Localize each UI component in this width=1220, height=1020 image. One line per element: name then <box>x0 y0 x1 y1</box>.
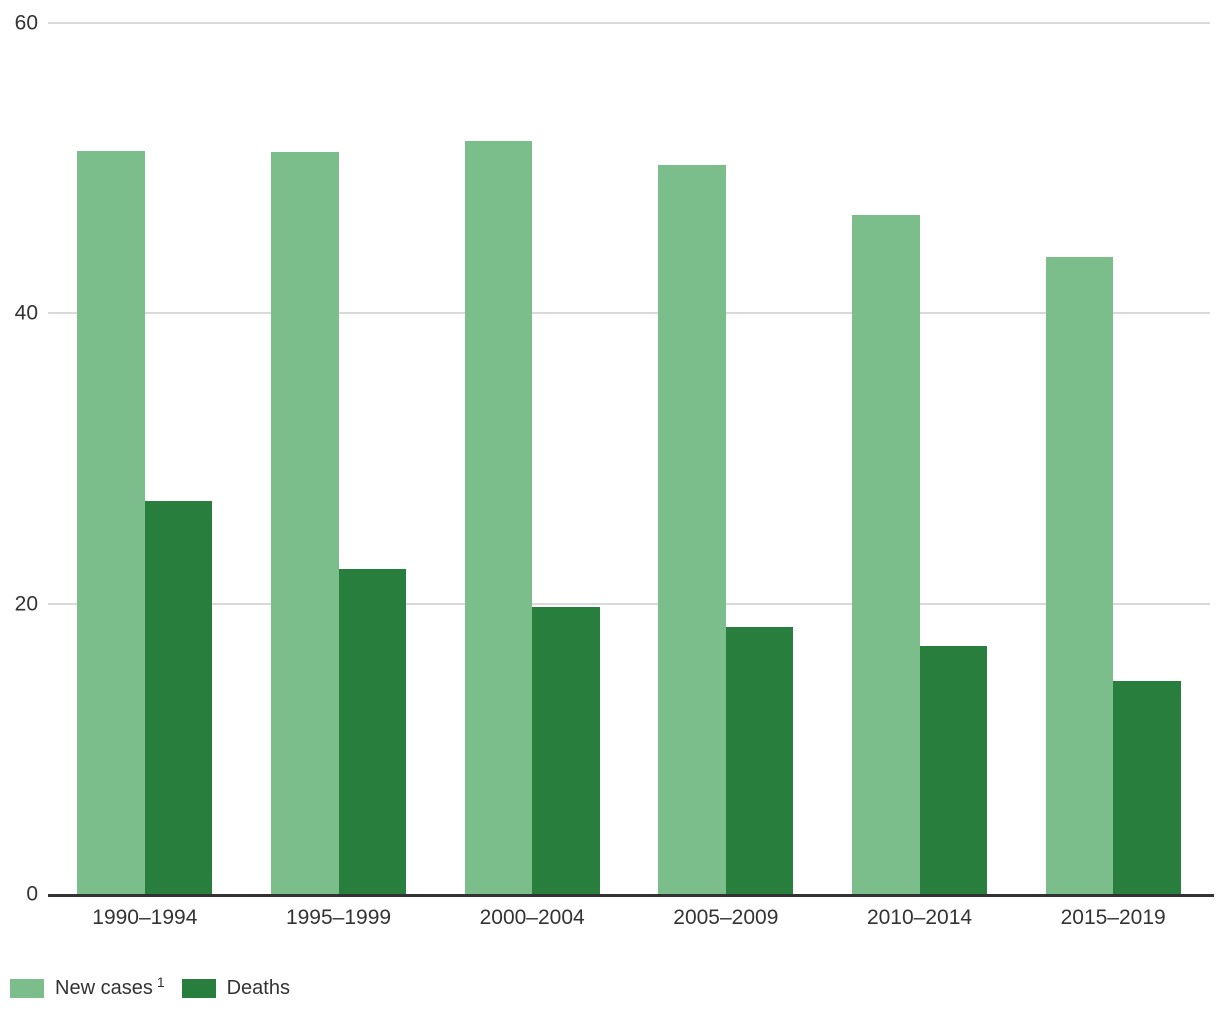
bar-deaths <box>1113 680 1181 894</box>
x-tick-label: 2000–2004 <box>479 906 585 929</box>
bar-deaths <box>725 626 794 894</box>
y-tick-label: 0 <box>26 882 38 906</box>
bar-deaths <box>919 645 987 894</box>
legend-item-deaths: Deaths <box>181 977 290 1000</box>
legend-label: Deaths <box>226 977 290 999</box>
y-gridline <box>48 602 1210 605</box>
x-tick-label: 2005–2009 <box>673 906 779 929</box>
x-tick-label: 1990–1994 <box>92 906 198 929</box>
y-gridline <box>48 22 1210 24</box>
legend-label: New cases <box>55 977 153 999</box>
bar-new-cases <box>464 140 533 894</box>
chart-legend: New cases 1 Deaths <box>10 973 307 1000</box>
legend-swatch-deaths <box>181 979 216 998</box>
x-tick-label: 1995–1999 <box>285 906 392 929</box>
bar-deaths <box>532 606 600 894</box>
y-gridline <box>48 312 1210 315</box>
legend-footnote-marker: 1 <box>156 973 165 990</box>
bar-new-cases <box>77 150 145 894</box>
x-tick-label: 2015–2019 <box>1060 906 1166 929</box>
bar-new-cases <box>1045 256 1114 894</box>
bar-deaths <box>144 500 213 894</box>
y-tick-label: 60 <box>14 11 38 35</box>
legend-swatch-new-cases <box>10 979 44 998</box>
bar-deaths <box>338 568 406 894</box>
x-axis-line <box>48 894 1214 897</box>
bar-new-cases <box>658 165 726 894</box>
bar-new-cases <box>852 214 920 894</box>
legend-item-new-cases: New cases 1 <box>10 973 165 1000</box>
bar-new-cases <box>271 152 339 894</box>
x-tick-label: 2010–2014 <box>866 906 973 929</box>
y-tick-label: 40 <box>14 301 38 325</box>
y-tick-label: 20 <box>14 592 38 616</box>
